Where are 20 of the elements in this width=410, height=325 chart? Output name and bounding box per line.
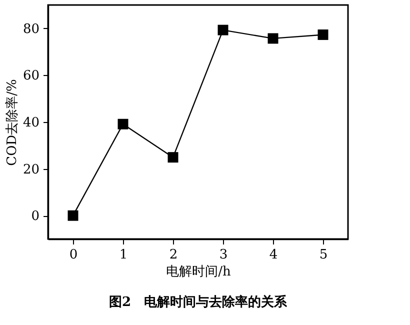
point [318,29,328,40]
x-tick-label: 2 [169,248,178,262]
point [268,33,278,44]
text: 图2 电解时间与去除率的关系 [108,294,288,310]
y-tick-label: 20 [22,162,40,178]
y-axis-title: COD去除率/% [4,79,20,166]
x-tick-label: 1 [119,248,128,262]
y-tick-label: 0 [31,209,40,224]
x-tick-label: 5 [319,248,328,262]
y-tick-label: 80 [22,22,40,37]
point [168,152,178,163]
y-tick-label: 40 [22,116,40,130]
point [118,118,128,130]
x-tick-label: 4 [269,248,278,262]
x-tick-label: 3 [219,248,228,262]
x-axis-title: 电解时间/h [166,264,232,280]
x-tick-label: 0 [69,248,78,262]
point [68,210,78,221]
point [218,24,228,36]
y-tick-label: 60 [22,68,40,84]
